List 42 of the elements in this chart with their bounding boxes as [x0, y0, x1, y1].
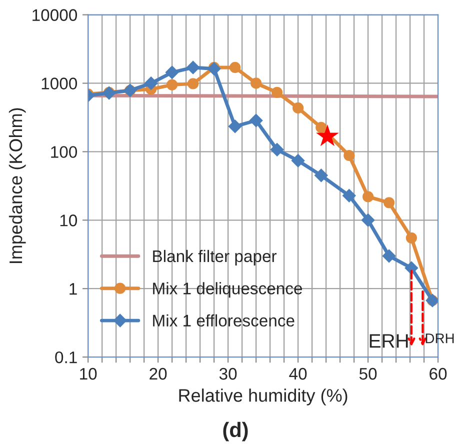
point	[230, 62, 241, 74]
point	[342, 189, 356, 202]
y-axis-title: Impedance (KOhm)	[8, 108, 26, 264]
point	[250, 78, 262, 89]
text: (d)	[223, 422, 248, 442]
point	[228, 120, 242, 134]
point	[316, 122, 327, 134]
legend-label: Mix 1 deliquescence	[153, 282, 302, 298]
point	[406, 232, 417, 244]
x-tick-label: 40	[289, 368, 307, 380]
point	[291, 154, 305, 168]
y-tick-label: 1000	[42, 78, 78, 90]
point	[188, 78, 199, 90]
x-tick-label: 10	[80, 368, 97, 380]
point	[383, 197, 395, 208]
point	[186, 60, 200, 74]
y-tick-label: 10000	[32, 9, 78, 21]
point	[361, 214, 375, 227]
annotation: ERH	[370, 334, 408, 348]
x-tick-label: 50	[359, 368, 377, 380]
point	[314, 168, 328, 182]
legend-label: Blank filter paper	[153, 250, 277, 266]
point	[344, 150, 355, 162]
point	[271, 86, 283, 98]
x-tick-label: 30	[219, 368, 237, 380]
x-axis-title: Relative humidity (%)	[179, 388, 348, 406]
y-tick-label: 1	[70, 283, 77, 295]
point	[270, 143, 284, 156]
point	[144, 76, 158, 90]
point	[382, 249, 396, 263]
y-tick-label: 10	[60, 214, 78, 226]
point	[316, 124, 339, 146]
point	[165, 66, 179, 79]
x-tick-label: 60	[430, 368, 447, 380]
y-tick-label: 0.1	[55, 351, 77, 364]
point	[362, 191, 374, 202]
point	[292, 102, 304, 114]
x-tick-label: 20	[150, 368, 167, 380]
y-tick-label: 100	[51, 146, 78, 158]
legend-label: Mix 1 efflorescence	[153, 314, 294, 327]
point	[249, 114, 263, 128]
point	[166, 79, 178, 90]
